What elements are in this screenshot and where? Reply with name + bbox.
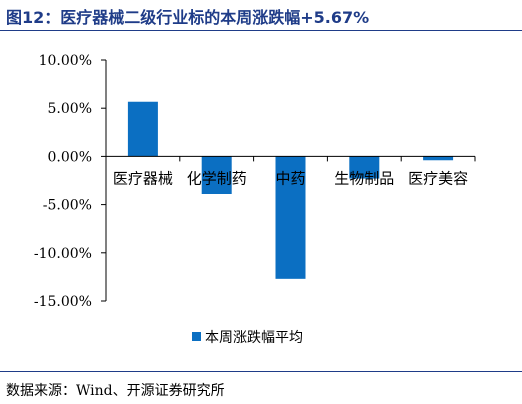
- category-label: 医疗美容: [408, 169, 468, 187]
- y-tick-label: -10.00%: [34, 246, 92, 262]
- category-label: 化学制药: [187, 169, 247, 187]
- y-tick-label: -5.00%: [43, 198, 92, 214]
- category-label: 医疗器械: [113, 169, 173, 187]
- y-tick-label: 5.00%: [48, 101, 92, 117]
- category-label: 中药: [275, 169, 305, 187]
- legend-swatch: [192, 332, 201, 341]
- y-tick-label: 0.00%: [48, 149, 92, 165]
- bar-2: [201, 156, 232, 194]
- footer-divider: [0, 371, 522, 372]
- bar-chart: 10.00% 5.00% 0.00% -5.00% -10.00% -15.00% 医疗器械…: [34, 53, 476, 346]
- bar-3: [275, 156, 306, 279]
- chart-title: 图12：医疗器械二级行业标的本周涨跌幅+5.67%: [6, 8, 370, 27]
- y-tick-label: 10.00%: [39, 53, 92, 69]
- bar-4: [349, 156, 380, 179]
- bar-5: [423, 156, 454, 161]
- category-label: 生物制品: [334, 169, 394, 187]
- y-tick-label: -15.00%: [34, 294, 92, 310]
- data-source-note: 数据来源：Wind、开源证券研究所: [6, 383, 225, 399]
- legend-label: 本周涨跌幅平均: [205, 330, 303, 346]
- title-divider: [0, 30, 522, 31]
- bar-1: [127, 101, 158, 157]
